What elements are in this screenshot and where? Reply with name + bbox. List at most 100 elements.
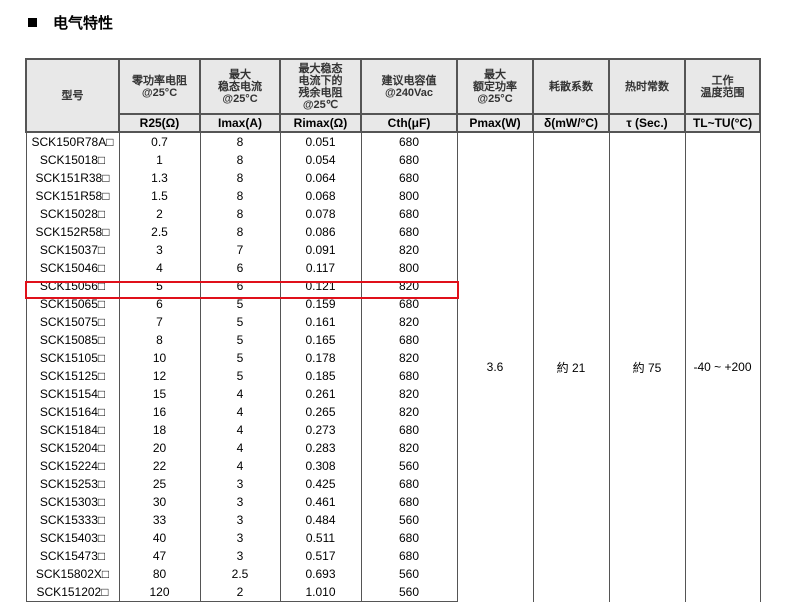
value-cell: 8 bbox=[199, 169, 281, 187]
value-cell: 0.511 bbox=[279, 529, 362, 547]
value-cell: 1.010 bbox=[279, 583, 362, 602]
shared-value-cell: 3.6 bbox=[456, 132, 534, 602]
value-cell: 4 bbox=[118, 259, 201, 277]
value-cell: 560 bbox=[360, 565, 458, 583]
value-cell: 3 bbox=[118, 241, 201, 259]
table-row: SCK15164□ 16 4 0.265 820 bbox=[25, 403, 760, 421]
value-cell: 0.265 bbox=[279, 403, 362, 421]
model-cell: SCK15164□ bbox=[25, 403, 120, 421]
value-cell: 16 bbox=[118, 403, 201, 421]
value-cell: 3 bbox=[199, 529, 281, 547]
table-row: SCK15333□ 33 3 0.484 560 bbox=[25, 511, 760, 529]
value-cell: 680 bbox=[360, 132, 458, 151]
column-header: 零功率电阻 @25°C bbox=[118, 58, 201, 115]
value-cell: 0.117 bbox=[279, 259, 362, 277]
value-cell: 47 bbox=[118, 547, 201, 565]
value-cell: 820 bbox=[360, 277, 458, 295]
table-row: SCK15154□ 15 4 0.261 820 bbox=[25, 385, 760, 403]
value-cell: 0.185 bbox=[279, 367, 362, 385]
model-cell: SCK15065□ bbox=[25, 295, 120, 313]
model-cell: SCK151202□ bbox=[25, 583, 120, 602]
section-title: 电气特性 bbox=[28, 12, 113, 33]
value-cell: 8 bbox=[199, 151, 281, 169]
value-cell: 680 bbox=[360, 493, 458, 511]
value-cell: 820 bbox=[360, 241, 458, 259]
model-cell: SCK15028□ bbox=[25, 205, 120, 223]
table-row: SCK15253□ 25 3 0.425 680 bbox=[25, 475, 760, 493]
value-cell: 5 bbox=[199, 331, 281, 349]
value-cell: 5 bbox=[118, 277, 201, 295]
value-cell: 4 bbox=[199, 403, 281, 421]
value-cell: 680 bbox=[360, 331, 458, 349]
value-cell: 0.273 bbox=[279, 421, 362, 439]
value-cell: 18 bbox=[118, 421, 201, 439]
value-cell: 0.517 bbox=[279, 547, 362, 565]
value-cell: 8 bbox=[199, 205, 281, 223]
unit-header: R25(Ω) bbox=[118, 113, 201, 133]
value-cell: 40 bbox=[118, 529, 201, 547]
value-cell: 0.178 bbox=[279, 349, 362, 367]
model-cell: SCK15204□ bbox=[25, 439, 120, 457]
model-cell: SCK15253□ bbox=[25, 475, 120, 493]
column-header: 建议电容值 @240Vac bbox=[360, 58, 458, 115]
model-cell: SCK15046□ bbox=[25, 259, 120, 277]
table-row: SCK151202□ 120 2 1.010 560 bbox=[25, 583, 760, 602]
model-cell: SCK15333□ bbox=[25, 511, 120, 529]
value-cell: 0.7 bbox=[118, 132, 201, 151]
value-cell: 0.283 bbox=[279, 439, 362, 457]
table-row: SCK15075□ 7 5 0.161 820 bbox=[25, 313, 760, 331]
table-row: SCK15018□ 1 8 0.054 680 bbox=[25, 151, 760, 169]
model-cell: SCK15085□ bbox=[25, 331, 120, 349]
model-cell: SCK15184□ bbox=[25, 421, 120, 439]
value-cell: 820 bbox=[360, 439, 458, 457]
unit-header: Rimax(Ω) bbox=[279, 113, 362, 133]
table-row: SCK15028□ 2 8 0.078 680 bbox=[25, 205, 760, 223]
value-cell: 0.461 bbox=[279, 493, 362, 511]
table-row: SCK15204□ 20 4 0.283 820 bbox=[25, 439, 760, 457]
model-cell: SCK152R58□ bbox=[25, 223, 120, 241]
value-cell: 4 bbox=[199, 421, 281, 439]
model-cell: SCK15075□ bbox=[25, 313, 120, 331]
table-row: SCK15224□ 22 4 0.308 560 bbox=[25, 457, 760, 475]
value-cell: 680 bbox=[360, 367, 458, 385]
model-cell: SCK15303□ bbox=[25, 493, 120, 511]
value-cell: 0.121 bbox=[279, 277, 362, 295]
value-cell: 560 bbox=[360, 511, 458, 529]
unit-row: R25(Ω) Imax(A) Rimax(Ω) Cth(μF) Pmax(W) δ(mW/… bbox=[26, 113, 761, 133]
column-header: 最大 稳态电流 @25°C bbox=[199, 58, 281, 115]
value-cell: 1.5 bbox=[118, 187, 201, 205]
value-cell: 0.165 bbox=[279, 331, 362, 349]
unit-header: TL~TU(°C) bbox=[684, 113, 761, 133]
section-title-text: 电气特性 bbox=[53, 14, 114, 32]
unit-header: Imax(A) bbox=[199, 113, 281, 133]
table-row: SCK15105□ 10 5 0.178 820 bbox=[25, 349, 760, 367]
unit-header: Pmax(W) bbox=[456, 113, 534, 133]
value-cell: 20 bbox=[118, 439, 201, 457]
model-cell: SCK151R58□ bbox=[25, 187, 120, 205]
column-header: 耗散系数 bbox=[532, 58, 610, 115]
value-cell: 0.261 bbox=[279, 385, 362, 403]
value-cell: 7 bbox=[199, 241, 281, 259]
model-cell: SCK15802X□ bbox=[25, 565, 120, 583]
value-cell: 4 bbox=[199, 457, 281, 475]
value-cell: 2 bbox=[118, 205, 201, 223]
table-row: SCK15303□ 30 3 0.461 680 bbox=[25, 493, 760, 511]
model-cell: SCK151R38□ bbox=[25, 169, 120, 187]
value-cell: 0.051 bbox=[279, 132, 362, 151]
value-cell: 4 bbox=[199, 385, 281, 403]
value-cell: 8 bbox=[199, 187, 281, 205]
column-header: 工作 温度范围 bbox=[684, 58, 761, 115]
column-header: 型号 bbox=[25, 58, 120, 133]
value-cell: 0.091 bbox=[279, 241, 362, 259]
value-cell: 0.064 bbox=[279, 169, 362, 187]
value-cell: 7 bbox=[118, 313, 201, 331]
value-cell: 0.159 bbox=[279, 295, 362, 313]
electrical-characteristics-table: 型号 零功率电阻 @25°C 最大 稳态电流 @25°C 最大稳态 电流下的 残余电阻… bbox=[25, 58, 761, 602]
value-cell: 680 bbox=[360, 295, 458, 313]
model-cell: SCK15154□ bbox=[25, 385, 120, 403]
table-row: SCK15085□ 8 5 0.165 680 bbox=[25, 331, 760, 349]
column-header: 最大稳态 电流下的 残余电阻 @25℃ bbox=[279, 58, 362, 115]
value-cell: 0.425 bbox=[279, 475, 362, 493]
model-cell: SCK15125□ bbox=[25, 367, 120, 385]
table-row: SCK15125□ 12 5 0.185 680 bbox=[25, 367, 760, 385]
